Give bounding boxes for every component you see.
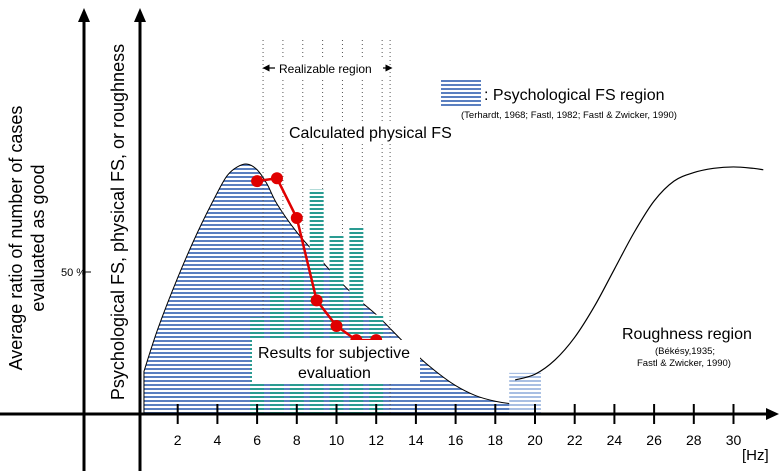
realizable-region-label: Realizable region — [279, 62, 372, 76]
results-label-line2: evaluation — [298, 365, 371, 382]
calc-point-4 — [330, 319, 343, 332]
roughness-curve — [514, 166, 764, 381]
x-tick-label-24: 24 — [607, 432, 623, 448]
x-tick-label-6: 6 — [253, 432, 261, 448]
x-tick-label-12: 12 — [368, 432, 384, 448]
x-ticks: 2 4 6 8 10 12 14 16 18 20 22 24 26 28 30 — [174, 404, 742, 448]
realizable-region-label-bg — [275, 59, 383, 77]
results-label-bg — [252, 340, 420, 384]
results-label-line1: Results for subjective — [258, 345, 410, 362]
x-tick-label-8: 8 — [293, 432, 301, 448]
y-axis-inner-arrow — [134, 8, 146, 22]
y-label-inner: Psychological FS, physical FS, or roughn… — [108, 44, 128, 400]
y-label-outer-line1: Average ratio of number of cases — [6, 106, 26, 371]
calc-point-3 — [310, 294, 323, 307]
psych-fs-reference: (Terhardt, 1968; Fastl, 1982; Fastl & Zw… — [461, 110, 677, 121]
x-tick-label-26: 26 — [646, 432, 662, 448]
roughness-ref-line2: Fastl & Zwicker, 1990) — [637, 358, 731, 369]
x-tick-label-16: 16 — [448, 432, 464, 448]
x-tick-label-28: 28 — [686, 432, 702, 448]
calc-point-1 — [270, 172, 283, 185]
x-tick-label-20: 20 — [527, 432, 543, 448]
x-tick-label-22: 22 — [567, 432, 583, 448]
calc-point-2 — [290, 212, 303, 225]
x-tick-label-4: 4 — [214, 432, 222, 448]
bar-5 — [349, 226, 364, 414]
roughness-title: Roughness region — [622, 326, 752, 343]
calc-point-0 — [251, 175, 264, 188]
y-tick-label-50: 50 % — [61, 267, 86, 279]
psych-fs-legend-label: : Psychological FS region — [484, 87, 665, 104]
x-tick-label-30: 30 — [726, 432, 742, 448]
y-axis-outer-arrow — [78, 8, 90, 22]
x-tick-label-2: 2 — [174, 432, 182, 448]
psych-fs-legend-swatch — [441, 80, 481, 106]
x-tick-label-10: 10 — [329, 432, 345, 448]
calc-label-bg — [286, 122, 448, 143]
x-tick-label-18: 18 — [488, 432, 504, 448]
x-tick-label-14: 14 — [408, 432, 424, 448]
x-axis-arrow — [766, 408, 779, 420]
roughness-ref-line1: (Békésy,1935; — [655, 346, 715, 357]
x-unit-label: [Hz] — [742, 447, 769, 464]
y-label-outer-line2: evaluated as good — [28, 164, 48, 311]
calc-label: Calculated physical FS — [289, 125, 452, 142]
psychological-fs-region-tail — [509, 372, 541, 414]
